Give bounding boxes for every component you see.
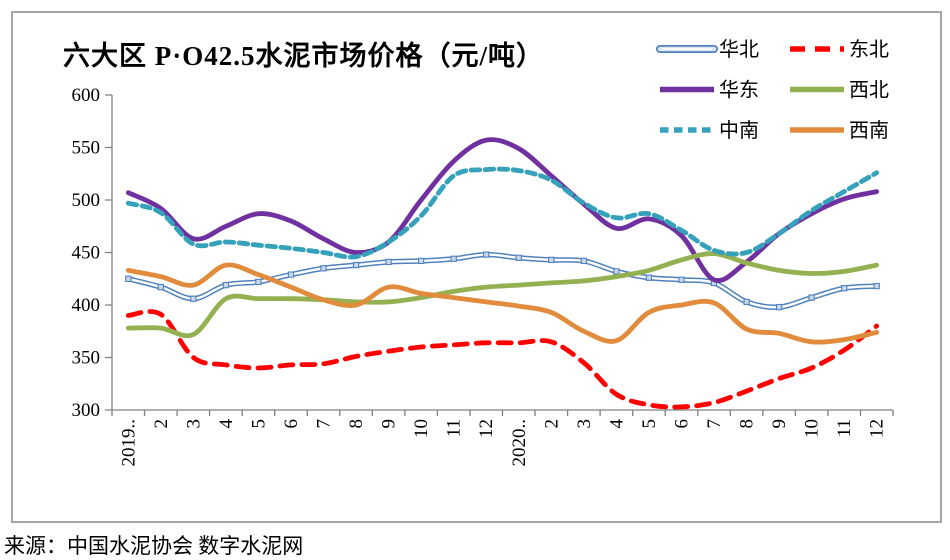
- x-tick-label: 2: [151, 419, 172, 429]
- marker-huabei: [352, 261, 360, 269]
- x-tick-label: 12: [476, 419, 497, 438]
- marker-huabei: [287, 271, 295, 278]
- series-line-huadong: [125, 137, 880, 283]
- y-tick-label: 550: [72, 138, 101, 159]
- x-tick-label: 11: [444, 419, 465, 437]
- legend-item-xinan: 西南: [790, 119, 889, 142]
- marker-huabei: [873, 282, 880, 290]
- y-tick-label: 500: [72, 190, 101, 211]
- x-tick-label: 5: [639, 419, 660, 429]
- x-tick-label: 2019..: [118, 419, 139, 467]
- legend-label-dongbei: 东北: [849, 38, 889, 61]
- y-tick-label: 350: [72, 348, 101, 369]
- x-tick-label: 4: [606, 419, 627, 429]
- x-tick-label: 6: [672, 419, 693, 429]
- x-tick-label: 10: [411, 419, 432, 438]
- marker-huabei: [841, 285, 848, 292]
- legend-label-xibei: 西北: [849, 79, 889, 102]
- x-tick-label: 4: [216, 419, 237, 429]
- marker-huabei: [580, 257, 588, 265]
- marker-huabei: [450, 255, 457, 262]
- marker-huabei: [808, 294, 815, 301]
- series-line-huabei: [127, 251, 877, 310]
- x-tick-label: 2: [541, 419, 562, 429]
- x-tick-label: 8: [737, 419, 758, 429]
- marker-huabei: [125, 275, 132, 282]
- series-zhongnan: [125, 166, 880, 260]
- x-tick-label: 10: [802, 419, 823, 438]
- y-axis-ticks: [105, 94, 112, 411]
- y-tick-label: 300: [72, 400, 101, 421]
- x-tick-label: 7: [314, 419, 335, 429]
- marker-huabei: [613, 268, 620, 275]
- marker-huabei: [385, 258, 392, 266]
- legend-item-xibei: 西北: [790, 79, 889, 102]
- marker-huabei: [190, 295, 197, 302]
- series-huabei: [125, 251, 880, 311]
- x-tick-label: 3: [183, 419, 204, 429]
- x-tick-label: 7: [704, 419, 725, 429]
- x-tick-label: 5: [248, 419, 269, 429]
- legend-item-zhongnan: 中南: [660, 119, 759, 142]
- x-tick-label: 2020..: [509, 419, 530, 467]
- legend-item-huabei: 华北: [656, 38, 759, 61]
- marker-huabei: [775, 303, 783, 311]
- marker-huabei: [320, 265, 327, 272]
- marker-huabei: [678, 276, 685, 283]
- series-dongbei: [125, 309, 880, 410]
- marker-huabei: [417, 257, 425, 265]
- chart-border-frame: [11, 11, 942, 523]
- y-tick-label: 400: [72, 295, 101, 316]
- x-axis-ticks: [111, 410, 894, 416]
- x-tick-label: 9: [379, 419, 400, 429]
- series-xinan: [125, 262, 880, 345]
- source-note: 来源：中国水泥协会 数字水泥网: [4, 534, 304, 558]
- legend-label-xinan: 西南: [849, 119, 889, 142]
- marker-huabei: [255, 278, 262, 286]
- marker-huabei: [548, 256, 555, 264]
- legend-label-zhongnan: 中南: [719, 119, 759, 142]
- marker-huabei: [645, 274, 653, 281]
- legend-item-dongbei: 东北: [790, 38, 889, 61]
- series-line-xinan: [125, 262, 880, 345]
- x-tick-label: 6: [281, 419, 302, 429]
- marker-huabei: [515, 254, 522, 261]
- legend-label-huadong: 华东: [719, 79, 759, 102]
- series-line-xibei: [125, 251, 880, 339]
- x-tick-label: 3: [574, 419, 595, 429]
- y-tick-label: 600: [72, 85, 101, 106]
- series-huadong: [125, 137, 880, 283]
- legend-item-huadong: 华东: [660, 79, 759, 102]
- marker-huabei: [157, 283, 164, 291]
- marker-huabei: [743, 298, 750, 306]
- legend-label-huabei: 华北: [719, 38, 759, 61]
- series-xibei: [125, 251, 880, 339]
- marker-huabei: [483, 251, 490, 258]
- y-tick-label: 450: [72, 243, 101, 264]
- chart-title: 六大区 P·O42.5水泥市场价格（元/吨）: [63, 41, 544, 71]
- x-tick-label: 9: [769, 419, 790, 429]
- x-tick-label: 12: [867, 419, 888, 438]
- marker-huabei: [222, 281, 230, 289]
- series-line-dongbei: [125, 309, 880, 410]
- x-tick-label: 11: [834, 419, 855, 437]
- x-tick-label: 8: [346, 419, 367, 429]
- series-line-zhongnan: [125, 166, 880, 260]
